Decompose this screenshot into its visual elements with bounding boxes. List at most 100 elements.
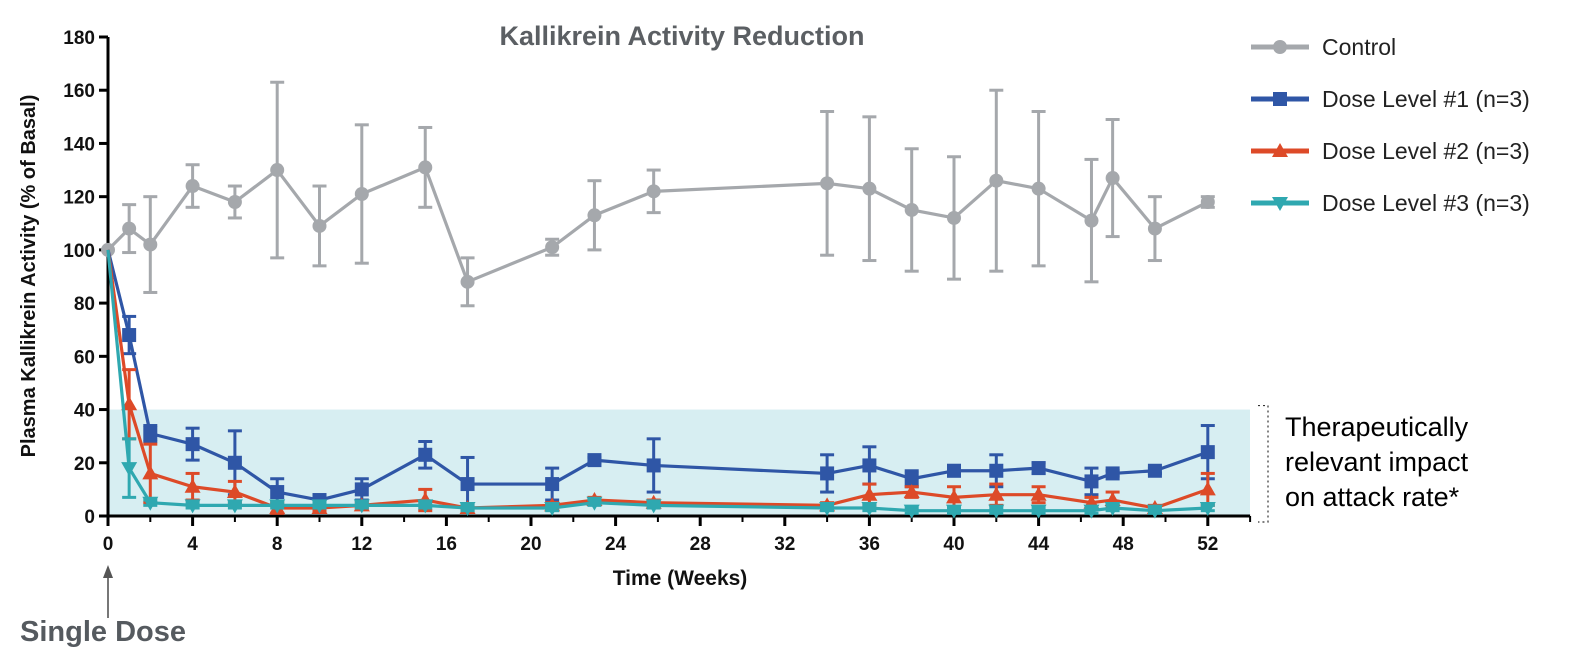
data-point [1146, 504, 1163, 519]
data-point [1084, 474, 1099, 489]
data-point [184, 499, 201, 514]
series-1 [106, 249, 1215, 513]
data-point [1105, 171, 1120, 186]
legend-item-0: Control [1251, 34, 1396, 60]
data-point [544, 502, 561, 517]
data-point [1199, 481, 1216, 496]
legend-marker [1272, 197, 1288, 211]
data-point [862, 458, 877, 473]
data-point [460, 274, 475, 289]
data-point [122, 221, 137, 236]
data-point [121, 462, 138, 477]
arrow-head [103, 565, 113, 578]
legend-label: Control [1322, 34, 1396, 60]
data-point [820, 466, 835, 481]
x-tick-label: 40 [943, 534, 964, 555]
data-point [988, 486, 1005, 501]
data-point [989, 463, 1004, 478]
data-point [184, 478, 201, 493]
legend-item-3: Dose Level #3 (n=3) [1251, 190, 1530, 216]
series-0 [101, 80, 1215, 308]
band-bracket [1258, 404, 1269, 523]
y-tick-label: 120 [63, 188, 95, 209]
legend-item-2: Dose Level #2 (n=3) [1251, 138, 1530, 164]
data-point [904, 471, 919, 486]
legend-label: Dose Level #1 (n=3) [1322, 86, 1530, 112]
data-point [354, 187, 369, 202]
y-tick-label: 140 [63, 134, 95, 155]
data-point [417, 499, 434, 514]
legend-label: Dose Level #3 (n=3) [1322, 190, 1530, 216]
legend-marker [1272, 143, 1288, 157]
data-point [312, 218, 327, 233]
single-dose-label: Single Dose [20, 616, 186, 648]
data-point [226, 499, 243, 514]
data-point [1105, 466, 1120, 481]
legend-item-1: Dose Level #1 (n=3) [1251, 86, 1530, 112]
data-point [185, 179, 200, 194]
data-point [1199, 502, 1216, 517]
data-point [227, 194, 242, 209]
data-point [418, 447, 433, 462]
x-tick-label: 12 [351, 534, 372, 555]
data-point [1030, 504, 1047, 519]
data-point [1104, 502, 1121, 517]
data-point [1084, 213, 1099, 228]
y-axis-label: Plasma Kallikrein Activity (% of Basal) [18, 95, 40, 458]
data-point [353, 499, 370, 514]
data-point [587, 453, 602, 468]
data-point [122, 328, 137, 343]
data-point [185, 437, 200, 452]
y-tick-label: 100 [63, 241, 95, 262]
x-tick-label: 36 [859, 534, 880, 555]
data-point [459, 502, 476, 517]
y-tick-label: 180 [63, 28, 95, 49]
data-point [820, 176, 835, 191]
legend-layer: Control Dose Level #1 (n=3) Dose Level #2 … [1251, 34, 1530, 216]
data-point [1031, 461, 1046, 476]
y-tick-label: 0 [84, 507, 95, 528]
data-point [1200, 445, 1215, 460]
data-point [545, 240, 560, 255]
data-point [1083, 504, 1100, 519]
data-point [862, 181, 877, 196]
x-tick-label: 48 [1113, 534, 1134, 555]
data-point [946, 504, 962, 519]
legend-marker [1273, 40, 1287, 54]
x-tick-label: 0 [103, 534, 114, 555]
data-point [947, 210, 961, 225]
x-axis-label: Time (Weeks) [613, 567, 748, 590]
data-point [545, 477, 560, 492]
series-layer [101, 80, 1216, 519]
legend-label: Dose Level #2 (n=3) [1322, 138, 1530, 164]
data-point [142, 465, 159, 480]
data-point [1147, 221, 1162, 236]
data-point [587, 208, 602, 223]
y-tick-label: 40 [74, 401, 95, 422]
x-tick-label: 24 [605, 534, 627, 555]
series-3 [106, 249, 1216, 519]
data-point [646, 184, 661, 199]
data-point [418, 160, 433, 175]
x-tick-label: 8 [272, 534, 283, 555]
data-point [143, 237, 158, 252]
data-point [227, 455, 242, 470]
data-point [226, 484, 243, 499]
data-point [1200, 194, 1215, 209]
x-tick-label: 52 [1197, 534, 1218, 555]
x-tick-label: 16 [436, 534, 457, 555]
data-point [903, 504, 920, 519]
data-point [645, 499, 662, 514]
data-point [861, 486, 878, 501]
y-tick-label: 60 [74, 347, 95, 368]
band-label-line-2: relevant impact [1285, 447, 1469, 477]
data-point [988, 504, 1005, 519]
band-label-line-1: Therapeutically [1285, 412, 1469, 442]
x-tick-label: 28 [690, 534, 711, 555]
y-tick-label: 80 [74, 294, 95, 315]
data-point [270, 485, 285, 500]
data-point [142, 496, 159, 511]
